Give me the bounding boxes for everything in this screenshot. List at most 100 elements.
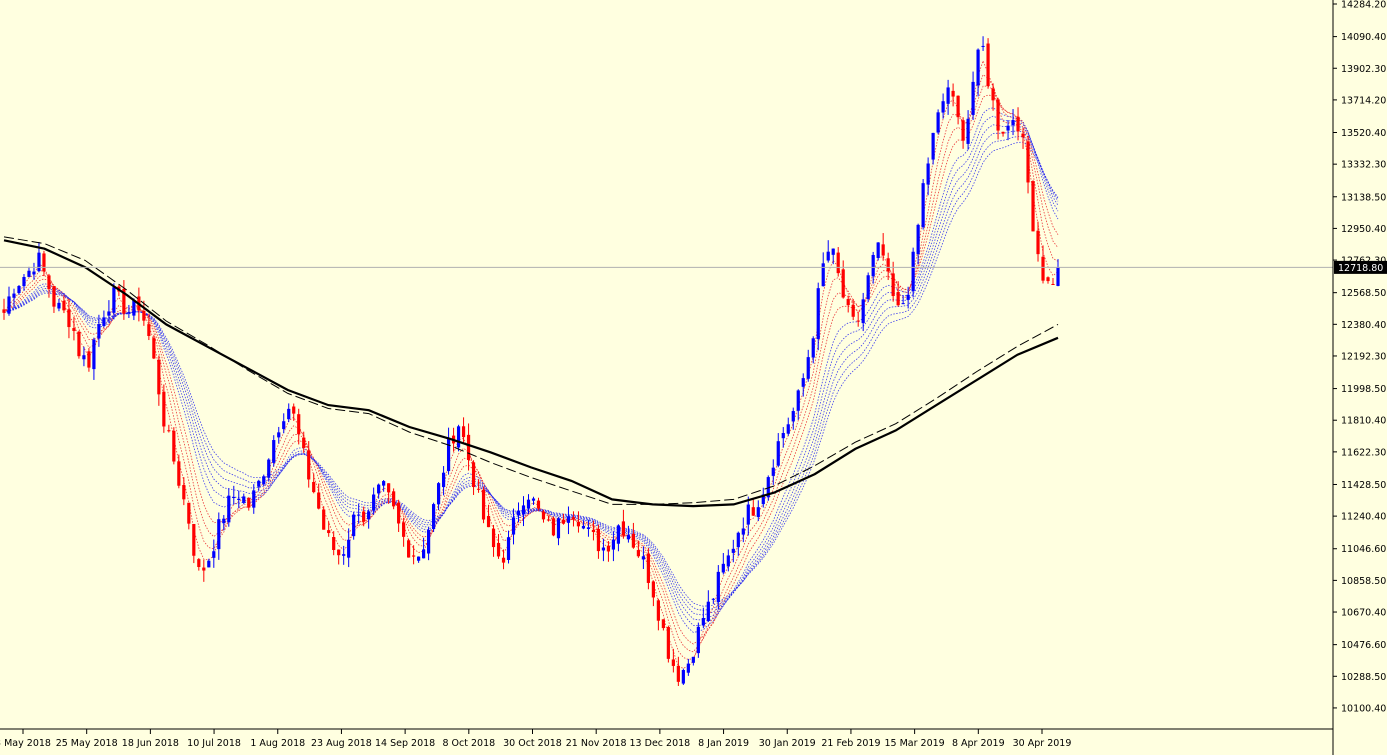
candle-body bbox=[387, 483, 391, 493]
candle-body bbox=[841, 269, 845, 298]
candle bbox=[42, 250, 46, 277]
candle-body bbox=[646, 553, 650, 583]
candle-body bbox=[192, 523, 196, 556]
candle bbox=[177, 454, 181, 489]
candle-body bbox=[526, 499, 531, 509]
candle-body bbox=[636, 550, 640, 557]
candle-body bbox=[317, 492, 321, 509]
y-tick-label: 12950.40 bbox=[1341, 224, 1386, 235]
candle bbox=[661, 619, 665, 631]
candle bbox=[726, 549, 730, 572]
candle-body bbox=[327, 530, 331, 534]
candle-body bbox=[611, 539, 616, 550]
candle bbox=[711, 597, 715, 604]
candle-body bbox=[546, 519, 551, 521]
candle bbox=[307, 441, 311, 488]
candle bbox=[82, 346, 86, 367]
candle bbox=[746, 496, 750, 536]
x-tick-label: 30 Oct 2018 bbox=[503, 738, 562, 749]
candle bbox=[981, 36, 985, 51]
candle bbox=[332, 531, 336, 556]
candle-body bbox=[681, 670, 685, 684]
candle bbox=[232, 485, 236, 505]
candle bbox=[62, 295, 66, 314]
candle bbox=[526, 494, 531, 514]
candle bbox=[192, 523, 196, 564]
candle-body bbox=[481, 489, 486, 520]
candle bbox=[122, 280, 126, 320]
candle-body bbox=[656, 600, 660, 621]
candle bbox=[826, 240, 830, 263]
candle-body bbox=[232, 497, 236, 499]
candle bbox=[282, 413, 286, 434]
candle bbox=[252, 484, 256, 514]
long-ma-dashed bbox=[3, 236, 1059, 505]
candle-body bbox=[786, 424, 790, 434]
candle bbox=[342, 545, 346, 565]
candle-body bbox=[197, 559, 201, 568]
candle-body bbox=[676, 665, 680, 682]
candle bbox=[971, 71, 975, 121]
candle bbox=[7, 286, 11, 316]
y-tick-label: 10100.40 bbox=[1341, 703, 1386, 714]
candle-body bbox=[691, 656, 695, 663]
candle-body bbox=[292, 406, 296, 414]
ma-line-6 bbox=[3, 115, 1059, 627]
candle bbox=[996, 97, 1000, 140]
candle-body bbox=[761, 494, 765, 505]
candle-body bbox=[771, 467, 775, 476]
candle bbox=[676, 656, 680, 686]
candle-body bbox=[811, 338, 815, 358]
candle bbox=[651, 580, 655, 607]
candle-body bbox=[217, 519, 221, 550]
y-tick-label: 10670.40 bbox=[1341, 608, 1386, 619]
candle-body bbox=[631, 533, 636, 548]
candle bbox=[387, 483, 391, 504]
candle-body bbox=[162, 391, 166, 427]
candle-body bbox=[372, 494, 376, 511]
candle-body bbox=[706, 601, 710, 621]
candle-body bbox=[2, 309, 6, 313]
y-tick-label: 13714.20 bbox=[1341, 95, 1386, 106]
candle-body bbox=[621, 521, 626, 536]
candle bbox=[736, 531, 740, 556]
candle-body bbox=[1031, 181, 1035, 232]
candle bbox=[167, 424, 171, 433]
candle-body bbox=[22, 276, 26, 287]
y-tick-label: 14284.20 bbox=[1341, 0, 1386, 11]
x-tick-label: 25 May 2018 bbox=[56, 738, 118, 749]
candle bbox=[556, 517, 561, 546]
candle-body bbox=[267, 459, 271, 478]
candle bbox=[751, 498, 755, 516]
candle-body bbox=[152, 338, 156, 359]
candle-body bbox=[157, 359, 161, 395]
candle bbox=[362, 506, 366, 527]
candle bbox=[856, 311, 860, 327]
candle bbox=[986, 38, 990, 89]
candle bbox=[202, 559, 206, 582]
candle bbox=[571, 511, 576, 527]
candle-body bbox=[227, 495, 231, 523]
candle-body bbox=[382, 481, 386, 486]
candle-body bbox=[297, 414, 301, 435]
candle bbox=[916, 223, 920, 265]
candle-body bbox=[272, 440, 276, 463]
candle-body bbox=[397, 502, 401, 524]
candle-body bbox=[736, 532, 740, 548]
candle-body bbox=[726, 555, 730, 567]
candle bbox=[172, 427, 176, 465]
y-tick-label: 11046.60 bbox=[1341, 544, 1386, 555]
candle-body bbox=[12, 293, 16, 298]
candle-body bbox=[716, 571, 720, 603]
candle bbox=[966, 110, 970, 150]
candle bbox=[87, 348, 91, 372]
candle bbox=[811, 336, 815, 364]
candle bbox=[377, 483, 381, 499]
candle bbox=[646, 548, 650, 590]
candle-body bbox=[1041, 256, 1045, 281]
candle-body bbox=[776, 441, 780, 466]
candle bbox=[926, 157, 930, 196]
candle bbox=[901, 295, 905, 305]
candle bbox=[102, 310, 106, 328]
